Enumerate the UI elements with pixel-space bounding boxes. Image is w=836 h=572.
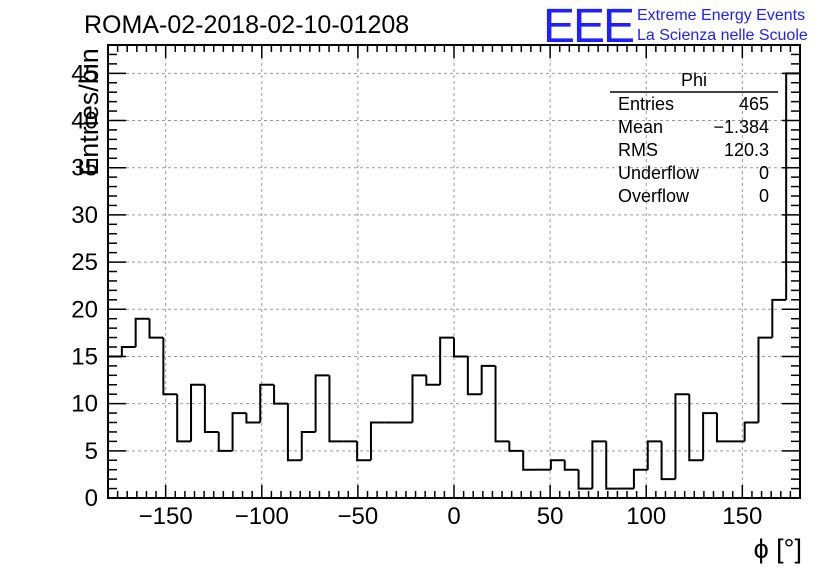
histogram-bin [715, 413, 731, 443]
histogram-bin [328, 375, 344, 443]
y-tick-label: 0 [85, 485, 98, 512]
stats-row-overflow-label: Overflow [618, 186, 690, 206]
stats-row-entries-value: 465 [739, 94, 769, 114]
histogram-bin [134, 317, 150, 347]
stats-row-overflow-value: 0 [759, 186, 769, 206]
plot-frame [107, 44, 801, 499]
histogram-bin [743, 421, 759, 442]
histogram-bin [563, 460, 579, 471]
eee-logo-line1: Extreme Energy Events [637, 7, 805, 24]
stats-row-underflow-label: Underflow [618, 163, 700, 183]
histogram-bin [466, 356, 482, 396]
x-tick-label: 0 [447, 503, 460, 530]
histogram-bin [148, 318, 164, 339]
y-tick-label: 15 [71, 343, 98, 370]
histogram-bin [508, 441, 524, 452]
stats-row-rms-label: RMS [618, 140, 658, 160]
histogram-bin [273, 384, 288, 405]
histogram-bin [190, 383, 205, 442]
histogram-bin [480, 364, 496, 395]
histogram-bin [259, 383, 275, 423]
histogram-bin [120, 346, 136, 357]
histogram-bin [245, 413, 261, 424]
x-tick-label: −100 [235, 503, 289, 530]
histogram-bin [674, 393, 690, 480]
histogram-bin [646, 440, 662, 470]
histogram-bin [300, 430, 316, 461]
stats-title: Phi [681, 70, 707, 90]
stats-row-mean-value: −1.384 [713, 117, 769, 137]
y-tick-label: 25 [71, 249, 98, 276]
histogram-bin [522, 450, 538, 471]
x-tick-label: 50 [537, 503, 564, 530]
stats-row-rms-value: 120.3 [724, 140, 769, 160]
histogram-bin [425, 375, 441, 386]
y-tick-label: 40 [71, 108, 98, 135]
grid-lines [108, 45, 800, 498]
y-tick-label: 35 [71, 155, 98, 182]
histogram-bin [757, 336, 773, 423]
eee-logo-line2: La Scienza nelle Scuole [637, 27, 808, 44]
tick-labels: −150 −100 −50 0 50 100 150 0 5 10 15 20 25 30 35 40 45 [71, 60, 762, 530]
y-tick-label: 45 [71, 60, 98, 87]
y-tick-label: 5 [85, 438, 98, 465]
stats-row-underflow-value: 0 [759, 163, 769, 183]
histogram-bin [702, 412, 717, 461]
histogram-bin [439, 336, 454, 385]
histogram-bin [203, 384, 219, 433]
chart-title: ROMA-02-2018-02-10-01208 [84, 11, 409, 39]
y-tick-label: 30 [71, 202, 98, 229]
histogram-bin [162, 337, 178, 396]
x-axis-title: ϕ [°] [754, 534, 802, 564]
histogram-bin [356, 441, 371, 462]
histogram-bin [688, 394, 704, 462]
histogram-bin [632, 468, 648, 489]
histogram-bin [176, 394, 192, 443]
x-tick-label: −50 [338, 503, 379, 530]
histogram-bin [605, 441, 621, 490]
histogram-bin [286, 403, 302, 462]
y-axis-title: Entries/bin [74, 48, 104, 176]
histogram-bin [591, 440, 607, 489]
y-tick-label: 20 [71, 296, 98, 323]
histogram-bin [549, 459, 565, 470]
histogram-bin [785, 72, 801, 498]
histogram-bin [314, 374, 330, 432]
histogram-bin [411, 374, 427, 423]
y-tick-label: 10 [71, 391, 98, 418]
histogram-bin [217, 431, 233, 452]
stats-row-mean-label: Mean [618, 117, 663, 137]
histogram-bin [494, 365, 510, 443]
histogram-bin [107, 355, 122, 498]
stats-box: Phi Entries 465 Mean −1.384 RMS 120.3 Un… [610, 70, 778, 206]
x-tick-label: −150 [139, 503, 193, 530]
eee-logo: EEE Extreme Energy Events La Scienza nel… [543, 0, 808, 53]
axis-ticks [108, 44, 800, 499]
x-tick-label: 150 [722, 503, 762, 530]
histogram-bin [453, 337, 468, 358]
histogram-bin [231, 412, 247, 451]
x-tick-label: 100 [626, 503, 666, 530]
histogram-bin [369, 421, 385, 461]
histogram-bin [660, 441, 676, 481]
histogram-bin [577, 469, 593, 490]
stats-row-entries-label: Entries [618, 94, 674, 114]
histogram-bin [771, 298, 787, 338]
